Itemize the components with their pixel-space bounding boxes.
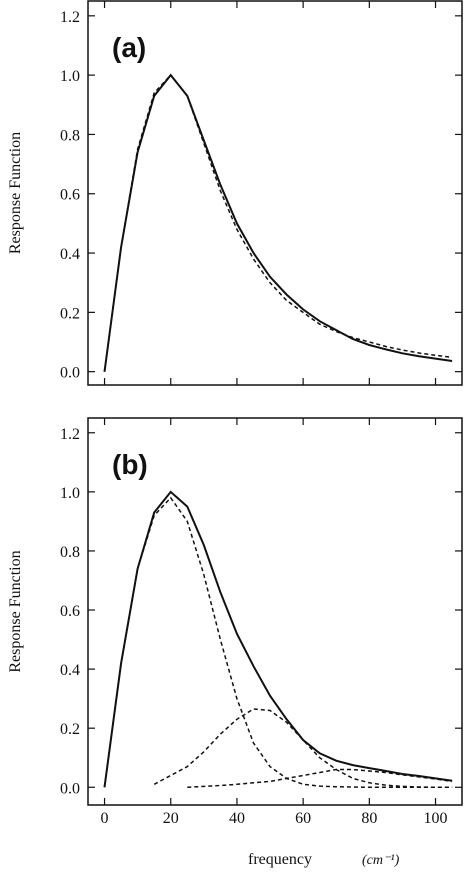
x-tick-label: 20 xyxy=(163,810,179,827)
y-tick-label: 1.0 xyxy=(60,68,80,85)
x-tick-label: 60 xyxy=(295,810,311,827)
curve xyxy=(153,708,453,789)
curve xyxy=(103,73,453,372)
x-tick-label: 100 xyxy=(424,810,448,827)
curve xyxy=(103,496,453,789)
y-tick-label: 1.0 xyxy=(60,485,80,502)
y-tick-label: 1.2 xyxy=(60,9,80,26)
plot-frame xyxy=(87,417,463,806)
x-axis-unit: (cm⁻¹) xyxy=(362,853,400,868)
x-axis-label: frequency xyxy=(248,851,312,868)
x-tick-label: 0 xyxy=(101,810,109,827)
y-tick-label: 0.6 xyxy=(60,603,80,620)
x-tick-label: 80 xyxy=(361,810,377,827)
x-tick-label: 40 xyxy=(229,810,245,827)
y-tick-label: 0.0 xyxy=(60,365,80,382)
curve xyxy=(187,768,453,789)
y-tick-label: 0.4 xyxy=(60,246,80,263)
y-axis-label: Response Function xyxy=(7,132,24,254)
y-tick-label: 0.6 xyxy=(60,187,80,204)
panel-label: (a) xyxy=(112,32,146,63)
y-tick-label: 1.2 xyxy=(60,426,80,443)
y-tick-label: 0.2 xyxy=(60,721,80,738)
y-tick-label: 0.8 xyxy=(60,127,80,144)
panel-label: (b) xyxy=(112,449,148,480)
y-tick-label: 0.0 xyxy=(60,780,80,797)
curve xyxy=(103,490,453,788)
curve xyxy=(103,73,453,372)
plot-frame xyxy=(87,0,463,386)
y-axis-label: Response Function xyxy=(7,550,24,672)
y-tick-label: 0.2 xyxy=(60,305,80,322)
y-tick-label: 0.4 xyxy=(60,662,80,679)
y-tick-label: 0.8 xyxy=(60,544,80,561)
